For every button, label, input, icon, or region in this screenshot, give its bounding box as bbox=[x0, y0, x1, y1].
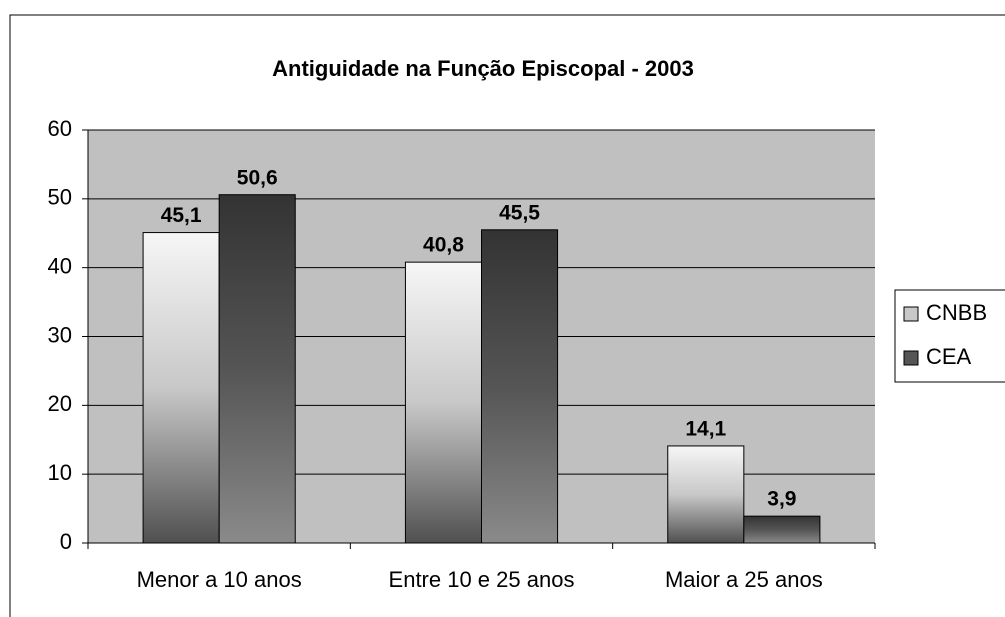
x-tick-label: Maior a 25 anos bbox=[665, 567, 823, 592]
bar bbox=[404, 261, 483, 544]
bar bbox=[481, 229, 559, 544]
value-label: 40,8 bbox=[423, 234, 464, 257]
y-tick-label: 40 bbox=[48, 253, 72, 278]
legend-swatch bbox=[903, 350, 919, 366]
bar bbox=[667, 445, 745, 544]
chart-title: Antiguidade na Função Episcopal - 2003 bbox=[272, 56, 694, 81]
legend-swatch bbox=[903, 306, 919, 322]
value-label: 50,6 bbox=[237, 166, 278, 189]
bar bbox=[142, 232, 220, 544]
x-tick-label: Entre 10 e 25 anos bbox=[389, 567, 575, 592]
bar bbox=[743, 515, 821, 544]
y-tick-label: 30 bbox=[48, 322, 72, 347]
y-tick-label: 0 bbox=[60, 529, 72, 554]
y-tick-label: 50 bbox=[48, 185, 72, 210]
value-label: 45,5 bbox=[499, 201, 540, 224]
y-tick-label: 10 bbox=[48, 460, 72, 485]
legend-label: CNBB bbox=[926, 300, 987, 325]
value-label: 3,9 bbox=[767, 488, 796, 511]
x-tick-label: Menor a 10 anos bbox=[137, 567, 302, 592]
y-tick-label: 60 bbox=[48, 116, 72, 141]
legend bbox=[894, 289, 1005, 383]
bar bbox=[218, 194, 296, 544]
legend-label: CEA bbox=[926, 344, 972, 369]
y-tick-label: 20 bbox=[48, 391, 72, 416]
value-label: 14,1 bbox=[685, 417, 726, 440]
value-label: 45,1 bbox=[161, 204, 202, 227]
